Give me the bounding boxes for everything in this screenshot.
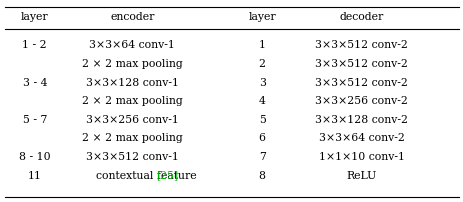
Text: 3×3×128 conv-1: 3×3×128 conv-1 (86, 78, 178, 88)
Text: 3×3×512 conv-2: 3×3×512 conv-2 (315, 40, 407, 50)
Text: 3×3×256 conv-2: 3×3×256 conv-2 (315, 96, 407, 106)
Text: 7: 7 (258, 152, 265, 162)
Text: 8 - 10: 8 - 10 (19, 152, 50, 162)
Text: 3×3×128 conv-2: 3×3×128 conv-2 (315, 115, 407, 125)
Text: 6: 6 (258, 133, 265, 143)
Text: 2 × 2 max pooling: 2 × 2 max pooling (81, 96, 182, 106)
Text: 3 - 4: 3 - 4 (23, 78, 47, 88)
Text: 1 - 2: 1 - 2 (22, 40, 47, 50)
Text: 3×3×512 conv-2: 3×3×512 conv-2 (315, 78, 407, 88)
Text: decoder: decoder (339, 12, 383, 22)
Text: 1: 1 (258, 40, 265, 50)
Text: 2: 2 (258, 59, 265, 69)
Text: 3×3×512 conv-2: 3×3×512 conv-2 (315, 59, 407, 69)
Text: 8: 8 (258, 170, 265, 181)
Text: contextual feature: contextual feature (96, 170, 200, 181)
Text: 2 × 2 max pooling: 2 × 2 max pooling (81, 133, 182, 143)
Text: 5 - 7: 5 - 7 (23, 115, 47, 125)
Text: 4: 4 (258, 96, 265, 106)
Text: 2 × 2 max pooling: 2 × 2 max pooling (81, 59, 182, 69)
Text: 1×1×10 conv-1: 1×1×10 conv-1 (318, 152, 404, 162)
Text: 3: 3 (258, 78, 265, 88)
Text: encoder: encoder (110, 12, 154, 22)
Text: layer: layer (248, 12, 275, 22)
Text: 5: 5 (258, 115, 265, 125)
Text: ReLU: ReLU (346, 170, 376, 181)
Text: [25]: [25] (156, 170, 178, 181)
Text: 3×3×512 conv-1: 3×3×512 conv-1 (86, 152, 178, 162)
Text: 3×3×64 conv-2: 3×3×64 conv-2 (318, 133, 404, 143)
Text: layer: layer (21, 12, 49, 22)
Text: 11: 11 (28, 170, 42, 181)
Text: 3×3×256 conv-1: 3×3×256 conv-1 (86, 115, 178, 125)
Text: 3×3×64 conv-1: 3×3×64 conv-1 (89, 40, 175, 50)
